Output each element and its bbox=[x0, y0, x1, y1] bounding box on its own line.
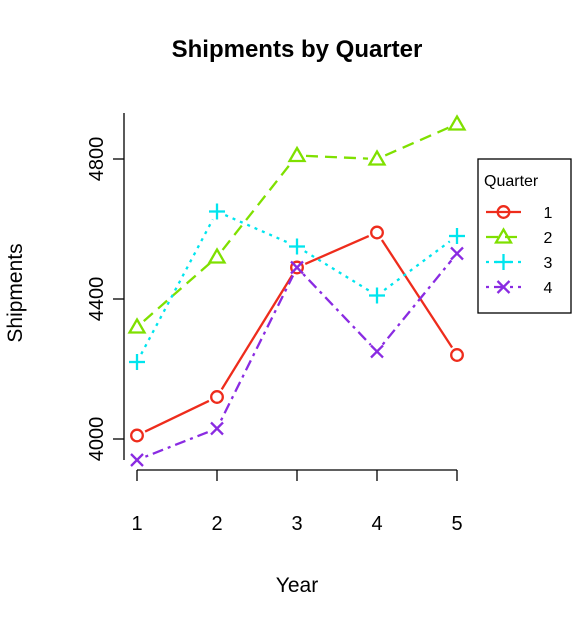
y-tick-label: 4800 bbox=[86, 137, 108, 182]
legend-label: 1 bbox=[544, 205, 553, 222]
data-point-marker bbox=[127, 317, 147, 334]
data-point-marker bbox=[367, 149, 387, 166]
series-line-segment bbox=[384, 126, 450, 157]
series-line-segment bbox=[140, 218, 214, 355]
data-point-marker bbox=[369, 287, 385, 304]
x-tick-label: 4 bbox=[371, 513, 382, 535]
data-point-marker bbox=[370, 344, 384, 359]
series-line-segment bbox=[383, 240, 451, 292]
legend-marker bbox=[496, 205, 511, 219]
series-line-segment bbox=[220, 274, 294, 390]
series-line-segment bbox=[305, 154, 369, 160]
data-point-marker bbox=[210, 390, 224, 404]
series-1 bbox=[130, 225, 464, 443]
legend-items: 1 2 3 4 bbox=[486, 205, 553, 297]
series-line-segment bbox=[144, 399, 210, 433]
legend-marker bbox=[496, 280, 511, 294]
x-tick-label: 2 bbox=[211, 513, 222, 535]
legend-label: 3 bbox=[544, 255, 553, 272]
legend-marker bbox=[494, 227, 513, 244]
chart-title: Shipments by Quarter bbox=[172, 36, 423, 63]
legend: Quarter 1 2 3 4 bbox=[477, 158, 572, 314]
data-point-marker bbox=[287, 145, 307, 163]
x-tick-label: 3 bbox=[291, 513, 302, 535]
data-point-marker bbox=[209, 203, 225, 220]
legend-title: Quarter bbox=[484, 173, 539, 190]
series-4 bbox=[130, 246, 464, 467]
data-point-marker bbox=[210, 421, 224, 436]
series-line-segment bbox=[143, 262, 211, 322]
legend-item: 3 bbox=[486, 254, 553, 272]
series-2 bbox=[127, 114, 467, 334]
x-tick-label: 1 bbox=[131, 513, 142, 535]
data-point-marker bbox=[290, 260, 304, 275]
series-line-segment bbox=[224, 214, 290, 244]
y-tick-label: 4400 bbox=[86, 277, 108, 322]
legend-item: 2 bbox=[486, 227, 553, 247]
x-axis-label: Year bbox=[276, 574, 318, 597]
data-point-marker bbox=[370, 225, 384, 240]
series-line-segment bbox=[302, 273, 372, 346]
series-line-segment bbox=[221, 161, 293, 251]
data-point-marker bbox=[130, 453, 144, 467]
data-point-marker bbox=[129, 354, 145, 370]
series-3 bbox=[129, 203, 465, 370]
legend-label: 4 bbox=[544, 280, 553, 297]
data-point-marker bbox=[290, 260, 304, 275]
series-line-segment bbox=[144, 430, 210, 458]
y-ticks: 4000 4400 4800 bbox=[86, 137, 124, 462]
legend-marker bbox=[495, 254, 512, 270]
legend-item: 4 bbox=[486, 280, 553, 297]
legend-item: 1 bbox=[486, 205, 553, 222]
series-line-segment bbox=[381, 259, 453, 346]
data-point-marker bbox=[447, 114, 467, 131]
x-ticks: 1 2 3 4 5 bbox=[131, 470, 463, 535]
data-point-marker bbox=[207, 247, 227, 264]
plot-series bbox=[127, 114, 467, 467]
data-point-marker bbox=[450, 246, 464, 261]
data-point-marker bbox=[289, 238, 305, 255]
data-point-marker bbox=[130, 428, 144, 443]
y-tick-label: 4000 bbox=[86, 417, 108, 462]
legend-label: 2 bbox=[544, 230, 553, 247]
data-point-marker bbox=[449, 228, 465, 244]
data-point-marker bbox=[450, 348, 464, 362]
series-line-segment bbox=[380, 239, 454, 349]
y-axis-label: Shipments bbox=[4, 243, 27, 342]
series-line-segment bbox=[304, 235, 370, 265]
x-tick-label: 5 bbox=[451, 513, 462, 535]
series-line-segment bbox=[219, 275, 295, 421]
